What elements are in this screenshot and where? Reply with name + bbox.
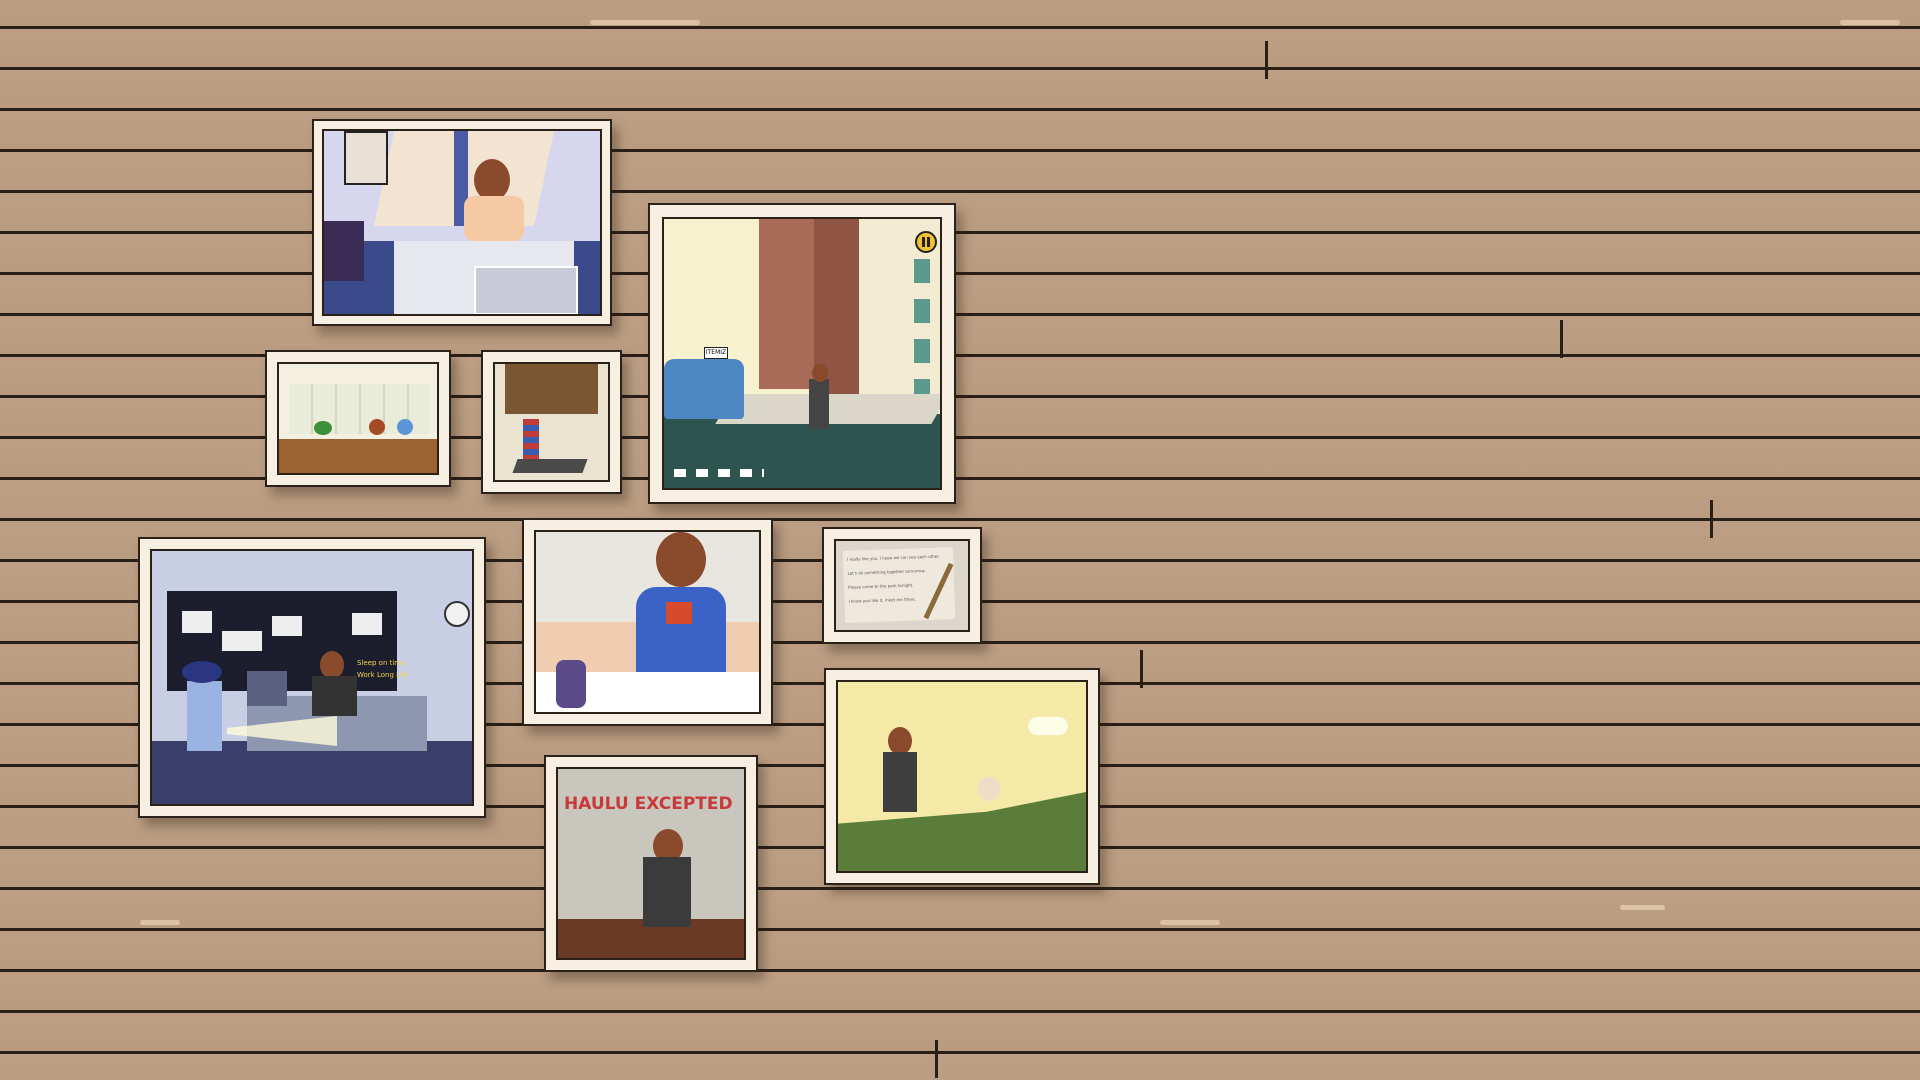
paint-fleck xyxy=(1840,20,1900,25)
baby xyxy=(978,777,1000,801)
clock-icon xyxy=(444,601,470,627)
superhero-suit xyxy=(636,587,726,672)
graffiti-text: HAULU EXCEPTED xyxy=(564,794,733,814)
board-text-line1: Sleep on time xyxy=(357,659,406,667)
plank-seam xyxy=(1710,500,1713,538)
man-head xyxy=(474,159,510,201)
man-head xyxy=(656,532,706,587)
building xyxy=(759,219,819,389)
shelf-scene xyxy=(277,362,439,475)
wall-photo xyxy=(344,131,388,185)
plank-seam xyxy=(1560,320,1563,358)
man-walking xyxy=(883,752,917,812)
board-text-line2: Work Long Life xyxy=(357,671,409,679)
man-on-phone xyxy=(643,857,691,927)
office-scene: Sleep on time Work Long Life xyxy=(150,549,474,806)
street-scene: ITEMIZ xyxy=(662,217,942,490)
frame-park[interactable] xyxy=(824,668,1100,885)
crib xyxy=(474,266,578,314)
man-walking xyxy=(809,379,829,429)
superhero-scene xyxy=(534,530,761,714)
hero-emblem xyxy=(666,602,692,624)
frame-street[interactable]: ITEMIZ xyxy=(648,203,956,504)
man-head xyxy=(888,727,912,755)
cloud xyxy=(1028,717,1068,735)
potion-bottle xyxy=(556,660,586,708)
graffiti-scene: HAULU EXCEPTED xyxy=(556,767,746,960)
frame-cabinet[interactable] xyxy=(481,350,622,494)
paint-fleck xyxy=(1160,920,1220,925)
book-stack xyxy=(523,419,539,464)
bedroom-scene xyxy=(322,129,602,316)
paint-fleck xyxy=(140,920,180,925)
frame-superhero[interactable] xyxy=(522,518,773,726)
paint-fleck xyxy=(1620,905,1665,910)
park-scene xyxy=(836,680,1088,873)
frame-shelf[interactable] xyxy=(265,350,451,487)
cabinet-scene xyxy=(493,362,610,482)
floor xyxy=(152,741,472,804)
grass-hill xyxy=(838,792,1086,871)
plank-seam xyxy=(935,1040,938,1078)
plank-seam xyxy=(1140,650,1143,688)
crosswalk xyxy=(674,469,764,477)
man-head xyxy=(320,651,344,679)
frame-graffiti[interactable]: HAULU EXCEPTED xyxy=(544,755,758,972)
taxi xyxy=(664,359,744,419)
pause-icon[interactable] xyxy=(915,231,937,253)
frame-letter[interactable]: I really like you, I hope we can see eac… xyxy=(822,527,982,644)
dresser xyxy=(324,221,364,281)
paint-fleck xyxy=(590,20,700,25)
frame-bedroom[interactable] xyxy=(312,119,612,326)
wooden-floor xyxy=(279,439,437,473)
letter-scene: I really like you, I hope we can see eac… xyxy=(834,539,970,632)
security-guard xyxy=(187,681,222,751)
plank-seam xyxy=(1265,41,1268,79)
monitor xyxy=(247,671,287,706)
taxi-roof-sign: ITEMIZ xyxy=(704,347,728,359)
frame-office[interactable]: Sleep on time Work Long Life xyxy=(138,537,486,818)
